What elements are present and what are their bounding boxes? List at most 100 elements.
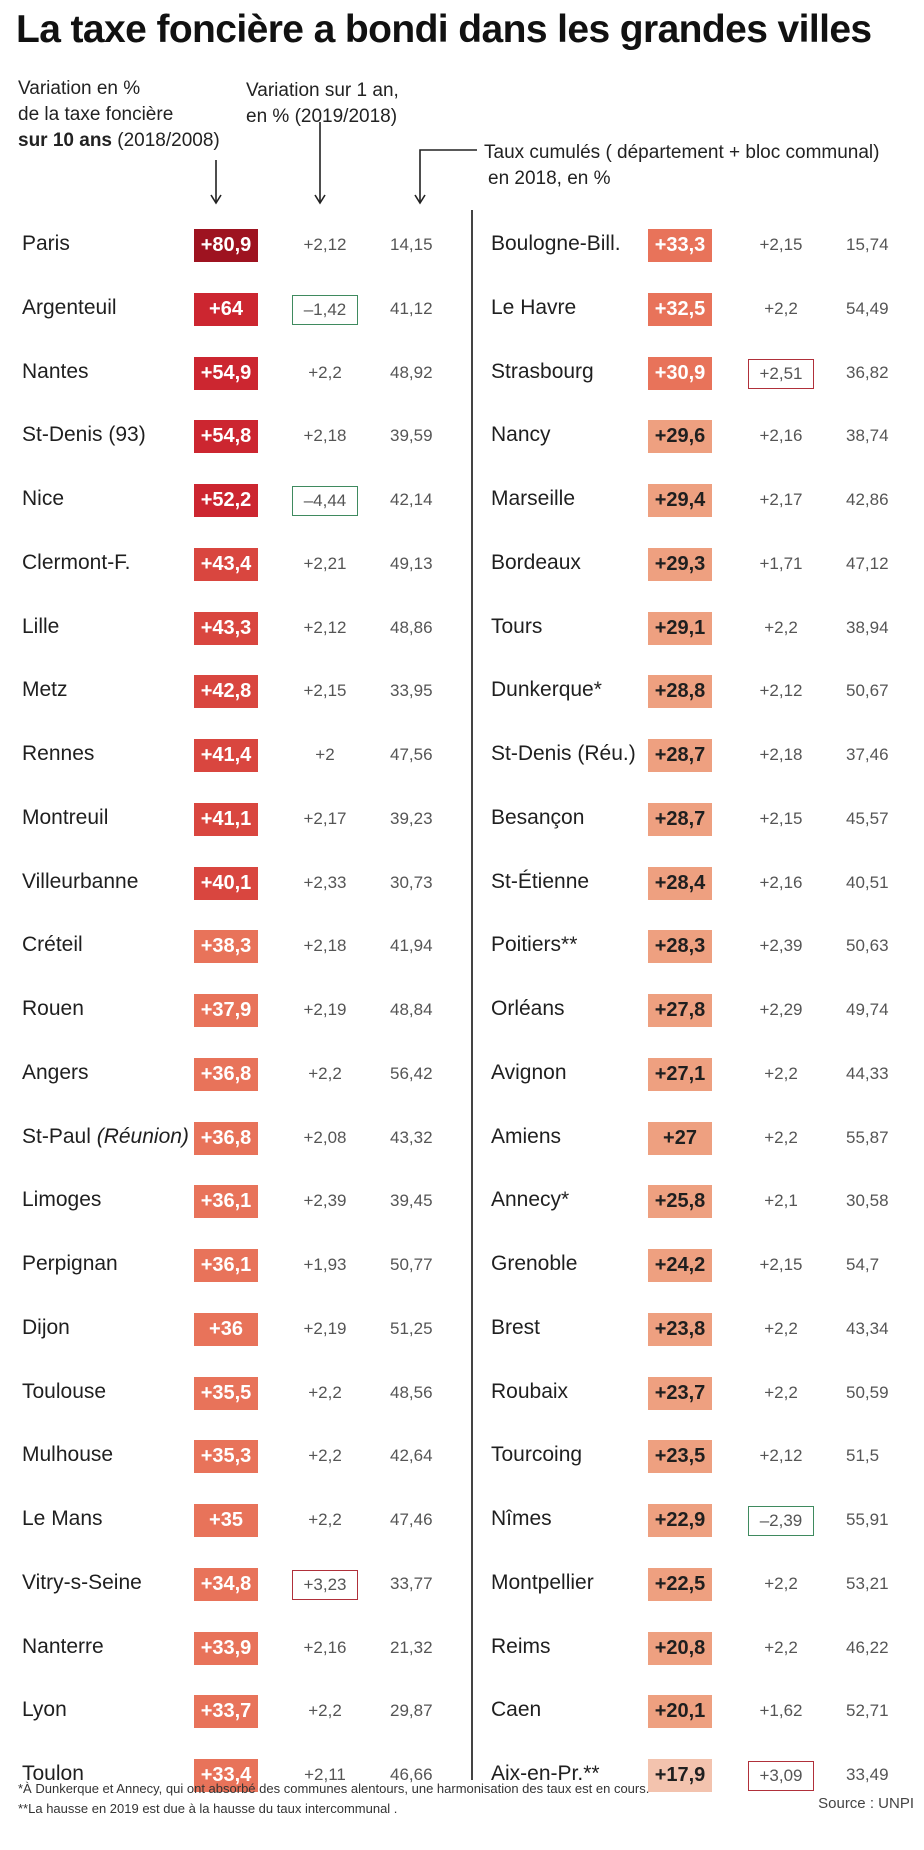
cumulative-rate-cell: 33,95 bbox=[390, 681, 433, 701]
header-rates: Taux cumulés ( département + bloc commun… bbox=[484, 140, 879, 192]
city-name: Strasbourg bbox=[491, 359, 594, 383]
one-year-variation-cell: +2,12 bbox=[303, 617, 347, 637]
ten-year-variation-cell: +27 bbox=[648, 1121, 712, 1155]
ten-year-variation-cell: +40,1 bbox=[194, 866, 258, 900]
ten-year-variation-cell: +28,8 bbox=[648, 675, 712, 709]
cumulative-rate-cell: 48,86 bbox=[390, 617, 433, 637]
one-year-variation-cell: +2,12 bbox=[303, 235, 347, 254]
cumulative-rate-cell: 46,66 bbox=[390, 1765, 433, 1784]
city-name: Clermont-F. bbox=[22, 550, 131, 574]
cumulative-rate-cell: 43,32 bbox=[390, 1127, 433, 1147]
one-year-variation-cell: +2,17 bbox=[759, 490, 803, 509]
ten-year-variation-cell: +35 bbox=[194, 1504, 258, 1537]
cumulative-rate-cell: 39,59 bbox=[390, 426, 433, 446]
one-year-variation-cell: +2,16 bbox=[303, 1637, 347, 1657]
one-year-variation-cell: +2,2 bbox=[764, 1063, 798, 1083]
ten-year-variation-cell: +23,7 bbox=[648, 1376, 712, 1410]
one-year-variation-cell: +2,29 bbox=[759, 1000, 803, 1019]
city-name: Mulhouse bbox=[22, 1443, 114, 1467]
cumulative-rate-cell: 21,32 bbox=[390, 1637, 433, 1657]
column-divider bbox=[471, 210, 473, 1780]
header-ten-year-line3: sur 10 ans (2018/2008) bbox=[18, 128, 220, 154]
cumulative-rate-cell: 41,94 bbox=[390, 936, 433, 956]
cumulative-rate-cell: 56,42 bbox=[390, 1063, 433, 1083]
ten-year-variation-cell: +29,1 bbox=[648, 611, 712, 645]
cumulative-rate-cell: 40,51 bbox=[846, 872, 889, 892]
one-year-variation-cell: +2,39 bbox=[303, 1191, 347, 1211]
cumulative-rate-cell: 39,23 bbox=[390, 808, 433, 828]
one-year-variation-cell: +2,18 bbox=[759, 745, 803, 764]
city-name: Argenteuil bbox=[22, 295, 117, 319]
cumulative-rate-cell: 15,74 bbox=[846, 235, 889, 254]
cumulative-rate-cell: 51,5 bbox=[846, 1446, 880, 1466]
header-rates-line1: Taux cumulés ( département + bloc commun… bbox=[484, 142, 880, 163]
cumulative-rate-cell: 46,22 bbox=[846, 1637, 889, 1657]
city-name: Brest bbox=[491, 1315, 541, 1339]
ten-year-variation-cell: +28,7 bbox=[648, 739, 712, 772]
cumulative-rate-cell: 51,25 bbox=[390, 1318, 433, 1338]
ten-year-variation-cell: +28,3 bbox=[648, 930, 712, 964]
one-year-variation-cell: +2,16 bbox=[759, 872, 803, 892]
cumulative-rate-cell: 43,34 bbox=[846, 1318, 889, 1338]
one-year-variation-cell: +2 bbox=[315, 745, 335, 764]
one-year-variation-cell: +2,15 bbox=[759, 235, 803, 254]
one-year-variation-cell: +2,2 bbox=[764, 1127, 798, 1147]
city-name: Montreuil bbox=[22, 805, 109, 829]
ten-year-variation-cell: +29,3 bbox=[648, 547, 712, 581]
header-rates-line2: en 2018, en % bbox=[488, 168, 611, 189]
ten-year-variation-cell: +28,7 bbox=[648, 802, 712, 836]
one-year-variation-cell: +2,18 bbox=[303, 426, 347, 446]
one-year-variation-cell: –1,42 bbox=[292, 294, 358, 325]
city-name: Boulogne-Bill. bbox=[491, 232, 621, 255]
ten-year-variation-cell: +23,8 bbox=[648, 1312, 712, 1346]
one-year-variation-cell: +3,09 bbox=[748, 1761, 814, 1791]
one-year-variation-cell: +2,2 bbox=[764, 1382, 798, 1402]
one-year-variation-cell: +2,15 bbox=[303, 681, 347, 701]
ten-year-variation-cell: +41,4 bbox=[194, 739, 258, 772]
city-name: St-Étienne bbox=[491, 869, 590, 893]
city-name: Reims bbox=[491, 1634, 551, 1658]
city-name: Tourcoing bbox=[491, 1443, 583, 1467]
city-name: Paris bbox=[22, 232, 70, 255]
city-name: Nantes bbox=[22, 359, 89, 383]
one-year-variation-cell: +2,15 bbox=[759, 808, 803, 828]
ten-year-variation-cell: +24,2 bbox=[648, 1249, 712, 1282]
one-year-variation-cell: +2,1 bbox=[764, 1191, 798, 1211]
cumulative-rate-cell: 36,82 bbox=[846, 362, 889, 382]
cumulative-rate-cell: 42,86 bbox=[846, 490, 889, 509]
cumulative-rate-cell: 55,87 bbox=[846, 1127, 889, 1147]
city-name: Lyon bbox=[22, 1698, 67, 1722]
city-name: Créteil bbox=[22, 933, 83, 957]
city-name: Dijon bbox=[22, 1315, 70, 1339]
cumulative-rate-cell: 33,49 bbox=[846, 1765, 889, 1784]
one-year-variation-cell: +2,15 bbox=[759, 1255, 803, 1274]
cumulative-rate-cell: 50,59 bbox=[846, 1382, 889, 1402]
ten-year-variation-cell: +43,3 bbox=[194, 611, 258, 645]
one-year-variation-cell: +2,39 bbox=[759, 936, 803, 956]
city-name: Nancy bbox=[491, 423, 551, 447]
city-name: Perpignan bbox=[22, 1252, 118, 1275]
cumulative-rate-cell: 38,94 bbox=[846, 617, 889, 637]
cumulative-rate-cell: 47,46 bbox=[390, 1510, 433, 1529]
one-year-variation-cell: +2,2 bbox=[764, 298, 798, 318]
source-note: Source : UNPI bbox=[818, 1795, 914, 1812]
city-name: Aix-en-Pr.** bbox=[491, 1762, 600, 1785]
ten-year-variation-cell: +36,1 bbox=[194, 1185, 258, 1219]
ten-year-variation-cell: +29,6 bbox=[648, 420, 712, 454]
one-year-variation-cell: +2,2 bbox=[308, 1446, 342, 1466]
footnote-1: *À Dunkerque et Annecy, qui ont absorbé … bbox=[18, 1781, 650, 1796]
ten-year-variation-cell: +23,5 bbox=[648, 1440, 712, 1474]
one-year-variation-cell: +2,2 bbox=[308, 1701, 342, 1721]
ten-year-variation-cell: +37,9 bbox=[194, 994, 258, 1027]
city-name: Annecy* bbox=[491, 1188, 570, 1212]
city-name: St-Paul (Réunion) bbox=[22, 1124, 189, 1148]
ten-year-variation-cell: +27,1 bbox=[648, 1057, 712, 1091]
cumulative-rate-cell: 47,56 bbox=[390, 745, 433, 764]
header-one-year-line2: en % (2019/2018) bbox=[246, 106, 398, 127]
ten-year-variation-cell: +35,3 bbox=[194, 1440, 258, 1474]
city-name: Lille bbox=[22, 614, 60, 638]
ten-year-variation-cell: +30,9 bbox=[648, 356, 712, 390]
one-year-variation-cell: +2,19 bbox=[303, 1000, 347, 1019]
city-name: St-Denis (93) bbox=[22, 423, 146, 447]
cumulative-rate-cell: 47,12 bbox=[846, 553, 889, 573]
